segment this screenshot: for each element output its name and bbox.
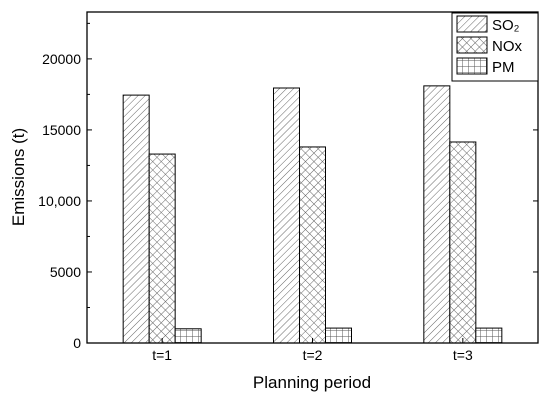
legend-swatch-grid bbox=[456, 57, 488, 75]
legend-label: NOx bbox=[492, 38, 523, 55]
bars-group bbox=[122, 85, 503, 344]
legend-swatch-crosshatch bbox=[456, 36, 488, 54]
y-tick-label: 20000 bbox=[42, 51, 81, 67]
y-tick-label: 15000 bbox=[42, 122, 81, 138]
y-tick-label: 0 bbox=[73, 335, 81, 351]
bar-diagonal-1 bbox=[122, 94, 150, 344]
bar-diagonal-2 bbox=[273, 87, 300, 344]
y-tick-label: 5000 bbox=[50, 264, 81, 280]
x-tick-label: t=1 bbox=[152, 347, 172, 363]
legend-label: PM bbox=[492, 59, 515, 76]
legend-label: SO₂ bbox=[492, 17, 520, 34]
bar-crosshatch-2 bbox=[299, 146, 326, 344]
bar-diagonal-3 bbox=[423, 85, 451, 344]
bar-crosshatch-1 bbox=[148, 153, 176, 344]
x-axis: t=1 t=2 t=3 bbox=[152, 338, 473, 363]
x-tick-label: t=2 bbox=[303, 347, 323, 363]
legend: SO₂ NOx PM bbox=[451, 12, 539, 82]
bar-crosshatch-3 bbox=[449, 141, 477, 344]
y-axis: 0 5000 10,000 15000 20000 bbox=[38, 22, 538, 351]
x-axis-title: Planning period bbox=[253, 373, 371, 392]
legend-swatch-diagonal bbox=[456, 15, 488, 33]
bar-grid-1 bbox=[174, 328, 202, 344]
bar-grid-2 bbox=[325, 327, 352, 344]
y-tick-label: 10,000 bbox=[38, 193, 81, 209]
y-axis-title: Emissions (t) bbox=[9, 128, 28, 226]
bar-grid-3 bbox=[475, 327, 503, 344]
x-tick-label: t=3 bbox=[453, 347, 473, 363]
